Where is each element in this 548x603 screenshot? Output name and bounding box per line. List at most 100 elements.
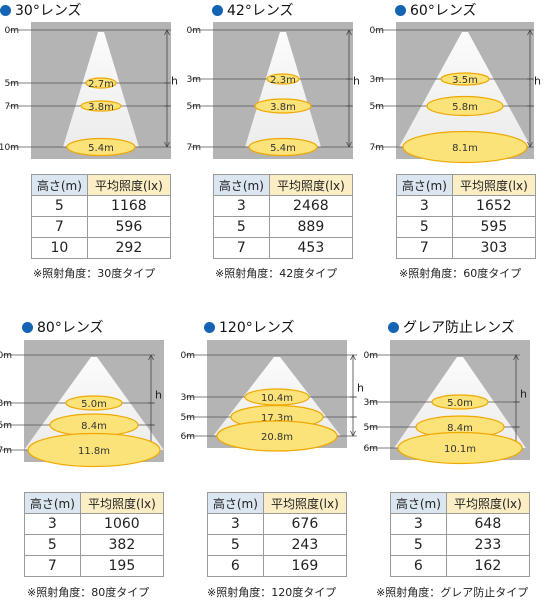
illuminance-table: 高さ(m) 平均照度(lx) 3 648 5 233 6 162 [390,492,531,577]
bullet-dot-icon [22,321,33,333]
bullet-dot-icon [204,321,215,333]
header-illuminance: 平均照度(lx) [86,174,172,196]
table-row: 3 648 [390,513,531,535]
arrow-down-icon [346,141,352,148]
lens-panel-3: 60°レンズ 0m 3m 5m 7m h 3.5m 5.8m 8.1m 高さ(m) 平均照度(l… [366,0,548,290]
height-label: 7m [5,102,20,112]
arrow-up-icon [350,354,356,361]
spot-diameter-label: 5.8m [452,102,478,113]
angle-note: ※照射角度：30度タイプ [33,267,156,280]
height-label: 5m [364,423,379,433]
lens-panel-1: 30°レンズ 0m 5m 7m 10m h 2.7m 3.8m 5.4m 高さ(m) 平均照度(… [0,0,190,290]
spot-diameter-label: 10.1m [444,444,476,455]
spot-diameter-label: 5.4m [88,143,114,154]
light-spot-ellipse [65,395,123,411]
light-spot-ellipse [397,431,523,465]
lens-panel-6: グレア防止レンズ 0m 3m 5m 6m h 5.0m 8.4m 10.1m 高さ(m) 平均照… [364,318,548,603]
arrow-up-icon [148,354,154,361]
angle-note: ※照射角度：グレア防止タイプ [376,586,529,599]
spot-diameter-label: 3.8m [270,102,296,113]
lens-panel-2: 42°レンズ 0m 3m 5m 7m h 2.3m 3.8m 5.4m 高さ(m) 平均照度(l… [183,0,373,290]
height-label: 0m [0,351,12,361]
table-row: 7 453 [213,237,354,259]
bullet-dot-icon [395,4,406,16]
angle-note: ※照射角度：42度タイプ [215,267,338,280]
spot-diameter-label: 20.8m [261,432,293,443]
header-illuminance: 平均照度(lx) [445,492,531,514]
height-label: 7m [0,446,12,456]
spot-diameter-label: 10.4m [261,393,293,404]
table-row: 5 889 [213,216,354,238]
arrow-up-icon [164,29,170,36]
h-label: h [353,75,360,88]
spot-diameter-label: 5.4m [270,143,296,154]
angle-note: ※照射角度：80度タイプ [27,586,150,599]
header-height: 高さ(m) [24,492,81,514]
panel-title: 42°レンズ [212,1,294,19]
light-cone [63,32,139,147]
table-row: 5 595 [396,216,537,238]
table-row: 5 1168 [31,195,172,217]
illuminance-table: 高さ(m) 平均照度(lx) 3 1652 5 595 7 303 [396,174,537,259]
panel-title: 80°レンズ [22,318,104,336]
spot-diameter-label: 3.8m [88,102,114,113]
spot-diameter-label: 8.4m [447,423,473,434]
bullet-dot-icon [0,4,11,16]
header-illuminance: 平均照度(lx) [79,492,165,514]
beam-diagram: 0m 3m 5m 6m h 10.4m 17.3m 20.8m [181,340,364,452]
illuminance-table: 高さ(m) 平均照度(lx) 3 2468 5 889 7 453 [213,174,354,259]
arrow-up-icon [513,354,519,361]
spot-diameter-label: 8.1m [452,143,478,154]
panel-title: 120°レンズ [204,318,294,336]
illuminance-table: 高さ(m) 平均照度(lx) 3 676 5 243 6 169 [207,492,348,577]
light-spot-ellipse [66,137,136,157]
light-spot-ellipse [27,432,161,468]
table-row: 7 596 [31,216,172,238]
height-label: 0m [5,26,20,36]
beam-diagram: 0m 3m 5m 7m h 2.3m 3.8m 5.4m [187,22,360,159]
header-illuminance: 平均照度(lx) [451,174,537,196]
arrow-down-icon [527,141,533,148]
table-row: 7 303 [396,237,537,259]
header-height: 高さ(m) [396,174,453,196]
height-label: 7m [370,143,385,153]
table-row: 3 2468 [213,195,354,217]
spot-diameter-label: 2.7m [88,79,114,90]
header-height: 高さ(m) [213,174,270,196]
table-row: 3 676 [207,513,348,535]
light-cone [399,32,531,147]
lens-panel-4: 80°レンズ 0m 3m 5m 7m h 5.0m 8.4m 11.8m 高さ(m) 平均照度(… [0,318,190,603]
height-label: 5m [0,421,12,431]
h-label: h [520,388,527,401]
light-cone [245,32,321,147]
height-label: 3m [181,393,196,403]
table-row: 3 1652 [396,195,537,217]
table-row: 5 233 [390,534,531,556]
h-label: h [534,75,541,88]
table-row: 5 243 [207,534,348,556]
panel-title: 60°レンズ [395,1,477,19]
height-label: 0m [181,351,196,361]
beam-diagram: 0m 3m 5m 6m h 5.0m 8.4m 10.1m [364,340,530,465]
height-label: 6m [364,444,379,454]
spot-diameter-label: 3.5m [452,75,478,86]
spot-diameter-label: 5.0m [81,399,107,410]
height-label: 5m [370,102,385,112]
height-label: 5m [187,102,202,112]
bullet-dot-icon [388,321,399,333]
arrow-down-icon [164,141,170,148]
bullet-dot-icon [212,4,223,16]
arrow-down-icon [350,430,356,437]
height-label: 3m [370,75,385,85]
spot-diameter-label: 5.0m [447,398,473,409]
beam-diagram: 0m 3m 5m 7m h 5.0m 8.4m 11.8m [0,340,164,468]
table-row: 10 292 [31,237,172,259]
light-spot-ellipse [266,73,300,85]
header-height: 高さ(m) [390,492,447,514]
table-row: 6 162 [390,555,531,577]
beam-diagram: 0m 3m 5m 7m h 3.5m 5.8m 8.1m [370,22,541,164]
angle-note: ※照射角度：120度タイプ [207,586,337,599]
illuminance-table: 高さ(m) 平均照度(lx) 3 1060 5 382 7 195 [24,492,165,577]
spot-diameter-label: 8.4m [81,421,107,432]
table-row: 6 169 [207,555,348,577]
